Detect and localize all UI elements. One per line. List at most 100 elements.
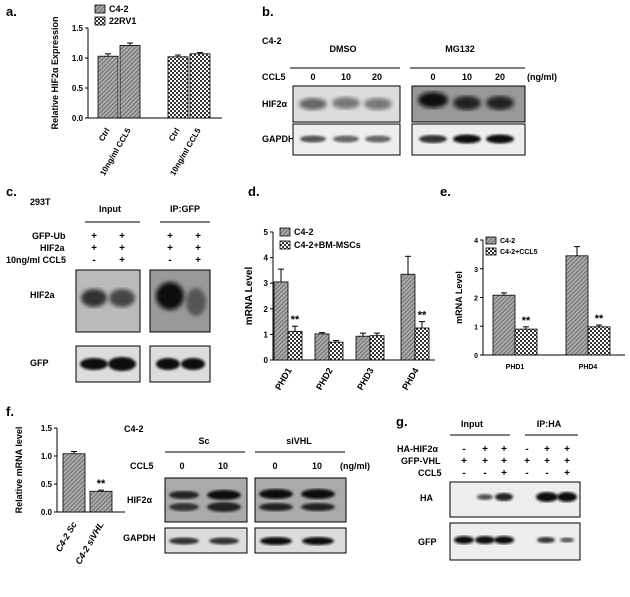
- y-axis-label: mRNA Level: [244, 267, 255, 326]
- panel-c-group-ipgfp: IP:GFP: [170, 204, 200, 214]
- panel-f-blot-hif2a-sivhl: [254, 477, 347, 523]
- panel-c-blot-gfp-input: [75, 345, 141, 383]
- panel-g-row-label-1: HA-HIF2α: [397, 444, 438, 454]
- panel-d-letter: d.: [248, 184, 260, 199]
- legend-label: C4-2: [109, 4, 129, 14]
- x-tick-label: C4-2 Sc: [54, 520, 79, 554]
- sign-mark: +: [564, 456, 570, 467]
- significance-label: **: [291, 314, 300, 326]
- sign-mark: -: [545, 468, 548, 479]
- panel-g-letter: g.: [396, 414, 408, 429]
- legend-label: C4-2+CCL5: [500, 249, 538, 256]
- significance-label: **: [522, 315, 531, 327]
- y-tick-label: 1: [264, 330, 269, 339]
- y-axis-label: Relative mRNA level: [14, 427, 24, 514]
- sign-mark: +: [195, 243, 201, 254]
- panel-b-dose-4: 0: [430, 72, 435, 82]
- y-tick-label: 0.0: [41, 508, 53, 517]
- panel-b-letter: b.: [262, 4, 274, 19]
- sign-mark: +: [501, 468, 507, 479]
- y-tick-label: 5: [264, 228, 269, 237]
- panel-b-dose-2: 10: [341, 72, 351, 82]
- legend-label: C4-2: [500, 238, 515, 245]
- bar: [369, 335, 385, 361]
- legend-label: C4-2+BM-MSCs: [294, 240, 361, 250]
- y-tick-label: 0.0: [72, 114, 84, 123]
- panel-f-letter: f.: [6, 404, 14, 419]
- panel-c-group-input: Input: [99, 204, 121, 214]
- panel-b-dose-6: 20: [495, 72, 505, 82]
- y-tick-label: 2: [264, 305, 269, 314]
- y-tick-label: 3: [264, 279, 269, 288]
- panel-c-blot-hif2a-input: [75, 269, 141, 333]
- panel-c-blot-hif2a-ip: [149, 269, 211, 333]
- panel-b-row-gapdh: GAPDH: [262, 134, 295, 144]
- panel-b: b. C4-2 DMSO MG132 CCL5 0 10 20 0 10 20 …: [262, 4, 557, 156]
- bar: [355, 335, 371, 361]
- bar: [62, 453, 86, 513]
- sign-mark: -: [92, 255, 95, 266]
- sign-mark: +: [119, 243, 125, 254]
- panel-c-blot-gfp-ip: [149, 345, 211, 383]
- y-tick-label: 3: [474, 267, 478, 274]
- sign-mark: +: [524, 456, 530, 467]
- x-tick-label: PHD3: [355, 366, 376, 392]
- panel-d: d. 0 1 2 3 4 5 mRNA Level ** ** PHD1 PHD2 PHD3 PHD4 C…: [244, 184, 435, 392]
- bar: [189, 53, 211, 119]
- panel-b-ccl5-label: CCL5: [262, 72, 286, 82]
- panel-c-cell-line: 293T: [30, 197, 51, 207]
- bar: [273, 281, 289, 361]
- chart-d: 0 1 2 3 4 5 mRNA Level ** ** PHD1 PHD2 PHD3 PHD4 C4-2…: [244, 227, 435, 392]
- panel-f-group-sivhl: siVHL: [286, 436, 312, 446]
- y-tick-label: 1.5: [72, 24, 84, 33]
- panel-f-blot-gapdh-sc: [164, 527, 248, 554]
- bar: [119, 45, 141, 119]
- chart-e: 0 1 2 3 4 mRNA Level ** ** PHD1 PHD4 C4-2 C4-2+CCL5: [454, 236, 625, 371]
- panel-f-row-gapdh: GAPDH: [123, 533, 156, 543]
- panel-c: c. 293T Input IP:GFP GFP-Ub HIF2a 10ng/m…: [6, 184, 211, 383]
- panel-f-unit: (ng/ml): [340, 461, 370, 471]
- sign-mark: +: [119, 231, 125, 242]
- panel-a: a. 0.0 0.5 1.0 1.5 Relative HIF2α Expression…: [6, 4, 222, 177]
- y-tick-label: 2: [474, 296, 478, 303]
- panel-f: f. 0.0 0.5 1.0 1.5 Relative mRNA level ** C4-2…: [6, 404, 370, 566]
- panel-g-blot-label-ha: HA: [420, 493, 433, 503]
- panel-f-blot-gapdh-sivhl: [254, 527, 347, 554]
- sign-mark: +: [167, 243, 173, 254]
- sign-mark: +: [501, 444, 507, 455]
- panel-f-group-sc: Sc: [198, 436, 209, 446]
- panel-b-blot-gapdh-mg132: [411, 123, 526, 156]
- panel-c-sign-grid: + + + ++ + + +- + - +: [91, 231, 201, 266]
- panel-f-blot-hif2a-sc: [164, 477, 248, 523]
- chart-a: 0.0 0.5 1.0 1.5 Relative HIF2α Expression Ctr…: [50, 4, 222, 177]
- sign-mark: +: [195, 255, 201, 266]
- panel-b-treatment-mg132: MG132: [445, 44, 475, 54]
- panel-f-dose-2: 10: [218, 461, 228, 471]
- panel-g-row-label-3: CCL5: [418, 468, 442, 478]
- panel-b-dose-5: 10: [462, 72, 472, 82]
- y-tick-label: 4: [474, 238, 478, 245]
- bar: [89, 490, 113, 513]
- sign-mark: +: [482, 456, 488, 467]
- panel-b-row-hif2a: HIF2α: [262, 99, 288, 109]
- panel-b-blot-hif2a-mg132: [411, 85, 526, 123]
- panel-g-group-ipha: IP:HA: [537, 419, 562, 429]
- sign-mark: +: [167, 231, 173, 242]
- y-tick-label: 0: [264, 356, 269, 365]
- panel-c-letter: c.: [6, 184, 17, 199]
- legend-label: C4-2: [294, 227, 314, 237]
- x-tick-label: PHD4: [400, 366, 421, 392]
- sign-mark: -: [168, 255, 171, 266]
- panel-b-blot-hif2a-dmso: [292, 85, 401, 123]
- panel-a-letter: a.: [6, 4, 17, 19]
- panel-f-dose-1: 0: [179, 461, 184, 471]
- sign-mark: -: [483, 468, 486, 479]
- chart-f: 0.0 0.5 1.0 1.5 Relative mRNA level ** C4-2 Sc…: [14, 424, 125, 566]
- panel-f-ccl5-label: CCL5: [130, 461, 154, 471]
- panel-b-dose-3: 20: [372, 72, 382, 82]
- x-tick-label: Ctrl: [97, 127, 112, 143]
- y-axis-label: mRNA Level: [454, 271, 464, 324]
- bar: [565, 255, 589, 356]
- panel-c-row-label-1: GFP-Ub: [32, 231, 66, 241]
- legend-swatch: [485, 236, 497, 245]
